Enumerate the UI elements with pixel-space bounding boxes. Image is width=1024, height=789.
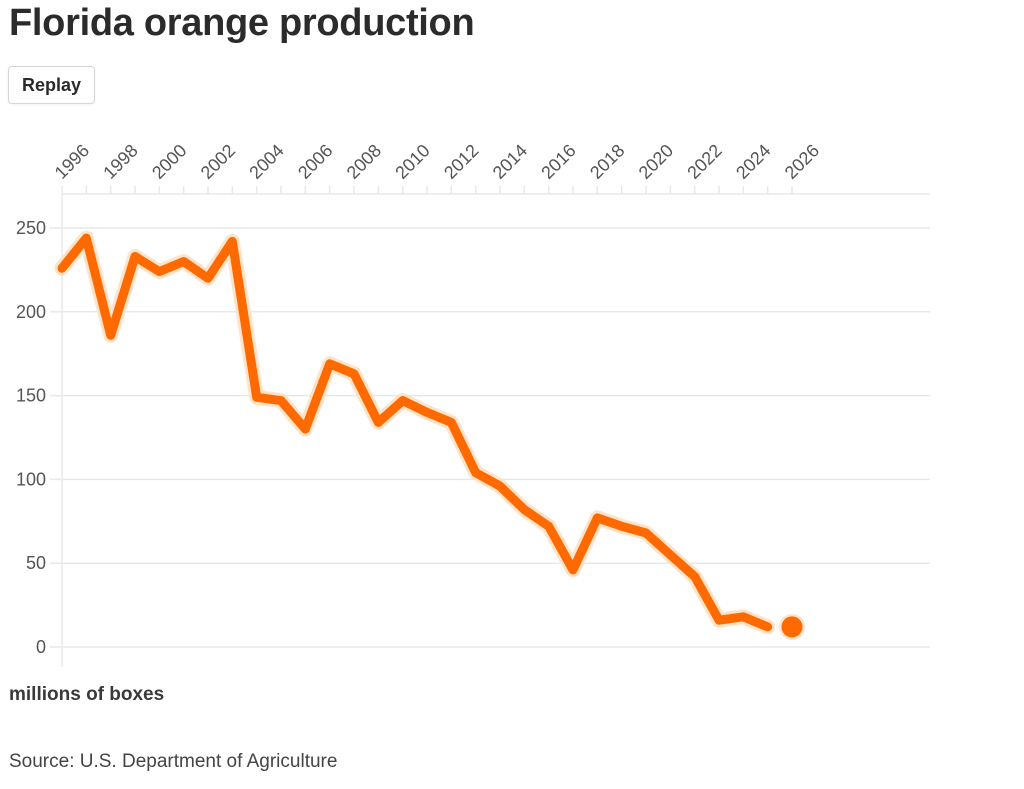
data-point-2018 — [593, 514, 601, 522]
x-tick-label: 2022 — [683, 140, 725, 182]
data-point-2001 — [180, 258, 188, 266]
data-point-2003 — [228, 237, 236, 245]
x-axis: 1996 1998 2000 2002 2004 2006 2008 2010 2012 2014… — [51, 140, 930, 195]
data-point-2014 — [496, 482, 504, 490]
data-point-2013 — [472, 469, 480, 477]
data-point-2008 — [350, 370, 358, 378]
series-line-halo — [54, 230, 776, 635]
x-tick-label: 2006 — [294, 140, 336, 182]
y-axis: 0 50 100 150 200 250 — [16, 218, 46, 657]
y-tick-label: 50 — [26, 553, 46, 573]
data-point-2000 — [155, 268, 163, 276]
data-point-2010 — [399, 397, 407, 405]
data-point-2007 — [326, 360, 334, 368]
x-tick-label: 2008 — [343, 140, 385, 182]
data-point-2005 — [277, 397, 285, 405]
x-tick-label: 2010 — [391, 140, 433, 182]
series-layer — [54, 230, 805, 640]
x-tick-label: 2018 — [586, 140, 628, 182]
series-line — [57, 233, 773, 632]
x-tick-label: 1998 — [99, 140, 141, 182]
data-point-2020 — [642, 529, 650, 537]
x-tick-label: 2024 — [732, 140, 774, 182]
data-point-1996 — [58, 264, 66, 272]
data-point-2009 — [374, 418, 382, 426]
x-tick-label: 2026 — [781, 140, 823, 182]
data-point-2006 — [301, 425, 309, 433]
latest-point-2026 — [781, 616, 803, 638]
x-tick-label: 1996 — [51, 140, 93, 182]
x-tick-label: 2012 — [440, 140, 482, 182]
data-point-1997 — [82, 234, 90, 242]
data-point-2002 — [204, 274, 212, 282]
data-point-1998 — [107, 331, 115, 339]
x-tick-label: 2020 — [635, 140, 677, 182]
y-axis-unit-label: millions of boxes — [9, 684, 165, 705]
line-chart: 1996 1998 2000 2002 2004 2006 2008 2010 2012 2014… — [16, 140, 930, 667]
chart-title: Florida orange production — [9, 2, 475, 44]
x-tick-label: 2002 — [197, 140, 239, 182]
data-point-2019 — [618, 522, 626, 530]
data-point-1999 — [131, 252, 139, 260]
data-point-2023 — [715, 616, 723, 624]
y-tick-label: 0 — [36, 637, 46, 657]
y-tick-label: 100 — [16, 469, 46, 489]
y-tick-label: 150 — [16, 386, 46, 406]
data-point-2004 — [253, 393, 261, 401]
x-tick-label: 2004 — [245, 140, 287, 182]
replay-button[interactable]: Replay — [8, 66, 95, 104]
y-tick-label: 250 — [16, 218, 46, 238]
data-point-2016 — [545, 522, 553, 530]
data-point-2011 — [423, 408, 431, 416]
source-note: Source: U.S. Department of Agriculture — [9, 751, 338, 772]
data-point-2021 — [666, 551, 674, 559]
data-point-2022 — [691, 573, 699, 581]
x-tick-label: 2014 — [489, 140, 531, 182]
data-point-2017 — [569, 566, 577, 574]
data-point-2025 — [764, 623, 772, 631]
data-point-2012 — [447, 418, 455, 426]
data-point-2024 — [739, 613, 747, 621]
y-tick-label: 200 — [16, 302, 46, 322]
data-point-2015 — [520, 506, 528, 514]
x-tick-label: 2000 — [148, 140, 190, 182]
x-tick-label: 2016 — [537, 140, 579, 182]
